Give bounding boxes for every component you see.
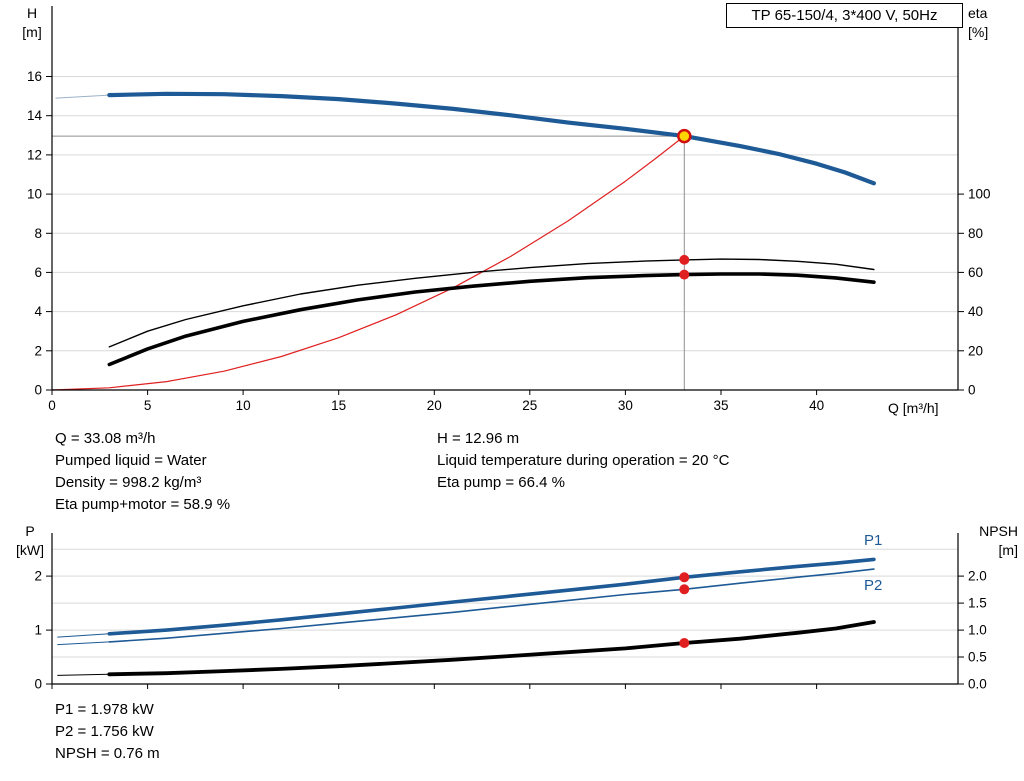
- y-left-tick-label: 14: [27, 108, 43, 123]
- p-axis-unit: [kW]: [16, 542, 44, 558]
- duty-info-left: Q = 33.08 m³/h Pumped liquid = Water Den…: [55, 428, 230, 516]
- npsh-axis-unit-label: NPSH [m]: [962, 522, 1018, 560]
- y-left-tick-label: 12: [27, 147, 42, 162]
- y-right-tick-label: 100: [968, 187, 991, 202]
- q-axis-label: Q [m³/h]: [888, 400, 939, 416]
- operating-dot: [679, 584, 690, 595]
- series-h-curve: [107, 91, 876, 186]
- series-p1: [107, 557, 876, 636]
- eta-axis-symbol: eta: [968, 5, 988, 21]
- h-axis-unit: [m]: [22, 24, 42, 40]
- y-left-tick-label: 10: [27, 187, 42, 202]
- y-right-tick-label: 60: [968, 265, 983, 280]
- h-axis-unit-label: H [m]: [14, 4, 50, 42]
- info-pumped-liquid: Pumped liquid = Water: [55, 452, 207, 469]
- duty-info-right: H = 12.96 m Liquid temperature during op…: [437, 428, 729, 494]
- series-npsh: [107, 620, 876, 677]
- y-left-tick-label: 1: [34, 623, 42, 638]
- info-p2: P2 = 1.756 kW: [55, 723, 154, 740]
- y-left-tick-label: 8: [34, 226, 42, 241]
- y-right-tick-label: 0.0: [968, 677, 987, 692]
- x-tick-label: 25: [522, 398, 537, 413]
- x-tick-label: 35: [713, 398, 728, 413]
- series-npsh-lead: [57, 673, 110, 676]
- eta-axis-unit-label: eta [%]: [968, 4, 1018, 42]
- p2-series-label: P2: [864, 577, 883, 594]
- operating-dot: [679, 638, 690, 648]
- power-info: P1 = 1.978 kW P2 = 1.756 kW NPSH = 0.76 …: [55, 699, 160, 765]
- info-npsh: NPSH = 0.76 m: [55, 745, 160, 762]
- info-p1: P1 = 1.978 kW: [55, 701, 154, 718]
- info-q: Q = 33.08 m³/h: [55, 430, 156, 447]
- npsh-axis-unit: [m]: [998, 542, 1018, 558]
- info-density: Density = 998.2 kg/m³: [55, 474, 202, 491]
- x-tick-label: 30: [618, 398, 633, 413]
- series-system-curve: [51, 135, 685, 391]
- p-axis-symbol: P: [25, 523, 35, 539]
- y-left-tick-label: 16: [27, 69, 42, 84]
- operating-dot: [679, 269, 690, 280]
- series-p2: [108, 568, 875, 643]
- y-right-tick-label: 20: [968, 343, 983, 358]
- eta-axis-unit: [%]: [968, 24, 989, 40]
- y-right-tick-label: 80: [968, 226, 983, 241]
- info-liquid-temperature: Liquid temperature during operation = 20…: [437, 452, 730, 469]
- y-right-tick-label: 40: [968, 304, 983, 319]
- x-tick-label: 0: [48, 398, 56, 413]
- x-tick-label: 20: [427, 398, 442, 413]
- operating-dot: [679, 254, 690, 265]
- y-left-tick-label: 2: [34, 343, 42, 358]
- y-left-tick-label: 6: [34, 265, 42, 280]
- y-left-tick-label: 2: [34, 569, 42, 584]
- y-right-tick-label: 0.5: [968, 650, 987, 665]
- series-p1-lead: [57, 633, 110, 638]
- y-left-tick-label: 4: [34, 304, 42, 319]
- pump-title-box: TP 65-150/4, 3*400 V, 50Hz: [726, 3, 963, 28]
- info-h: H = 12.96 m: [437, 430, 520, 447]
- x-tick-label: 10: [236, 398, 251, 413]
- h-axis-symbol: H: [26, 5, 38, 21]
- info-eta-pump-motor: Eta pump+motor = 58.9 %: [55, 496, 231, 513]
- series-eta-pump: [108, 258, 875, 348]
- p1-series-label: P1: [864, 532, 883, 549]
- series-h-curve-lead: [55, 94, 110, 99]
- series-eta-pump-motor: [107, 272, 876, 367]
- y-right-tick-label: 1.0: [968, 623, 987, 638]
- x-tick-label: 40: [809, 398, 824, 413]
- x-tick-label: 5: [144, 398, 152, 413]
- x-tick-label: 15: [331, 398, 346, 413]
- y-right-tick-label: 0: [968, 383, 976, 398]
- npsh-axis-symbol: NPSH: [979, 523, 1018, 539]
- p-axis-unit-label: P [kW]: [8, 522, 52, 560]
- series-p2-lead: [57, 641, 110, 646]
- y-left-tick-label: 0: [34, 383, 42, 398]
- duty-point-marker: [677, 128, 692, 144]
- operating-dot: [679, 572, 690, 583]
- y-left-tick-label: 0: [34, 677, 42, 692]
- info-eta-pump: Eta pump = 66.4 %: [437, 474, 565, 491]
- y-right-tick-label: 1.5: [968, 596, 987, 611]
- y-right-tick-label: 2.0: [968, 569, 987, 584]
